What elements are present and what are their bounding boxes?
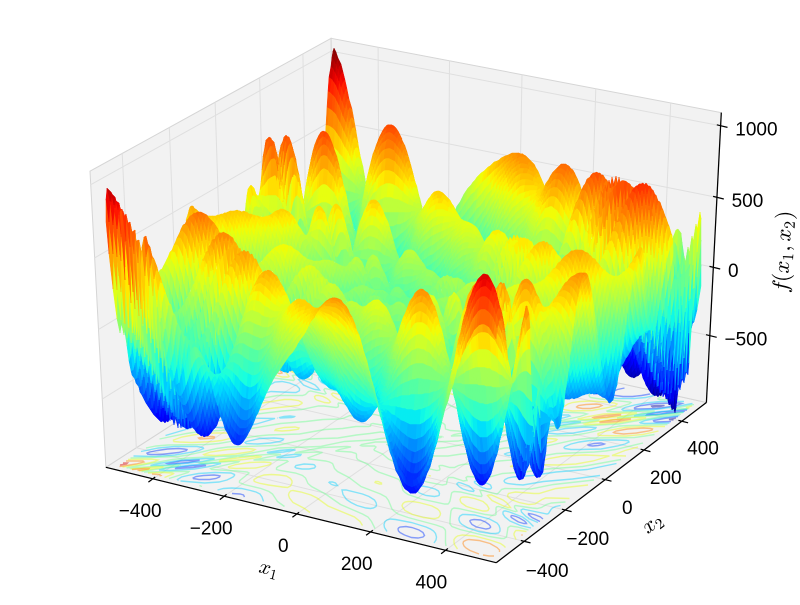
svg-text:200: 200 xyxy=(650,468,682,489)
svg-text:400: 400 xyxy=(687,439,719,460)
svg-text:1000: 1000 xyxy=(735,120,777,141)
svg-text:500: 500 xyxy=(732,191,764,212)
svg-text:−200: −200 xyxy=(566,529,609,550)
svg-text:200: 200 xyxy=(341,554,373,575)
svg-text:0: 0 xyxy=(622,498,633,519)
svg-text:0: 0 xyxy=(278,536,289,557)
svg-text:400: 400 xyxy=(415,573,447,594)
svg-text:−200: −200 xyxy=(190,518,233,539)
svg-text:−400: −400 xyxy=(526,561,569,582)
svg-text:−500: −500 xyxy=(725,330,768,351)
svg-text:0: 0 xyxy=(728,261,739,282)
svg-text:−400: −400 xyxy=(119,501,162,522)
